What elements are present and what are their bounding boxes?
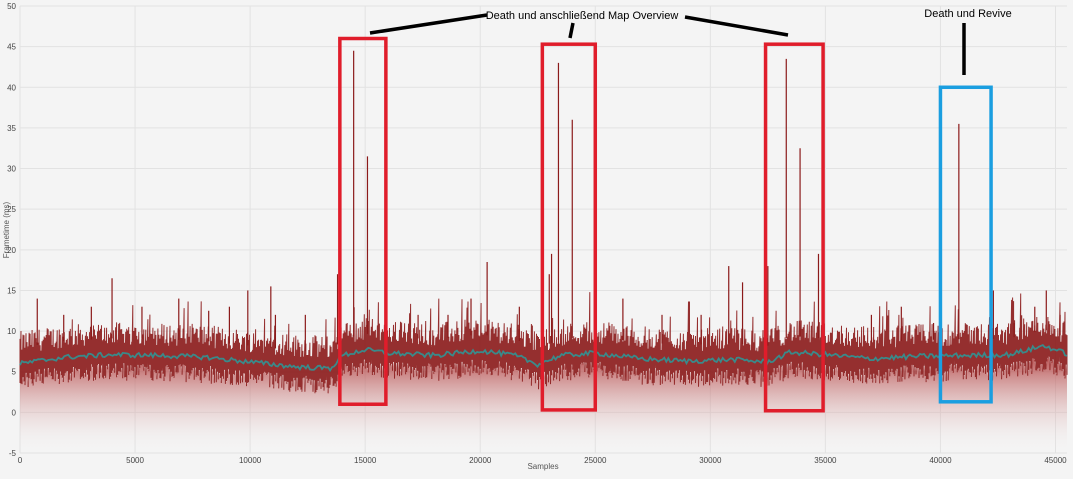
x-tick-label: 30000 xyxy=(699,456,722,465)
x-tick-label: 35000 xyxy=(814,456,837,465)
y-tick-label: 5 xyxy=(12,368,17,377)
x-tick-label: 25000 xyxy=(584,456,607,465)
y-axis-label: Frametime (ms) xyxy=(2,201,11,258)
y-tick-label: 45 xyxy=(7,43,16,52)
x-tick-label: 0 xyxy=(18,456,23,465)
x-tick-label: 40000 xyxy=(929,456,952,465)
highlight-box-1 xyxy=(338,36,388,406)
y-tick-label: 15 xyxy=(7,286,16,295)
annotation-arrow-middle xyxy=(568,22,575,39)
frametime-series xyxy=(19,50,1068,394)
highlight-boxes xyxy=(338,36,993,413)
annotation-arrow-left xyxy=(369,13,488,35)
highlight-box-3 xyxy=(763,42,825,413)
annotation-arrow-right xyxy=(684,15,789,37)
x-tick-label: 15000 xyxy=(354,456,377,465)
y-tick-label: 50 xyxy=(7,2,16,11)
highlight-box-2 xyxy=(540,42,598,412)
y-tick-label: 35 xyxy=(7,124,16,133)
highlight-box-4 xyxy=(938,85,993,404)
x-tick-label: 20000 xyxy=(469,456,492,465)
axes: Samples Frametime (ms) -5051015202530354… xyxy=(2,2,1067,471)
y-tick-label: 20 xyxy=(7,246,16,255)
x-tick-label: 10000 xyxy=(239,456,262,465)
x-tick-label: 45000 xyxy=(1044,456,1067,465)
y-tick-label: 0 xyxy=(12,408,17,417)
y-tick-label: 10 xyxy=(7,327,16,336)
y-tick-label: 40 xyxy=(7,83,16,92)
annotation-revive: Death und Revive xyxy=(924,8,1011,20)
y-tick-label: 30 xyxy=(7,165,16,174)
x-tick-label: 5000 xyxy=(126,456,144,465)
y-tick-label: 25 xyxy=(7,205,16,214)
annotations: Death und anschließend Map Overview Deat… xyxy=(369,8,1012,75)
x-axis-label: Samples xyxy=(527,462,558,471)
y-tick-label: -5 xyxy=(9,449,17,458)
annotation-map-overview: Death und anschließend Map Overview xyxy=(486,10,679,22)
